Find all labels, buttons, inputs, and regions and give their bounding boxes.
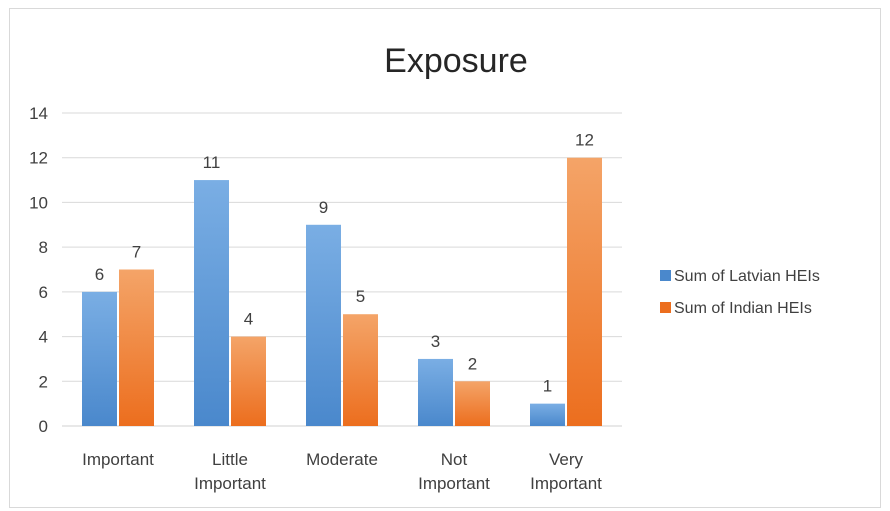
bar-latvian — [306, 224, 341, 426]
data-label: 3 — [431, 332, 440, 351]
legend-swatch — [660, 302, 671, 313]
bar-indian — [567, 157, 602, 426]
y-tick-label: 8 — [39, 238, 48, 257]
gridlines — [62, 112, 622, 427]
legend-label: Sum of Indian HEIs — [674, 300, 812, 317]
legend-label: Sum of Latvian HEIs — [674, 268, 820, 285]
data-label: 4 — [244, 310, 253, 329]
y-tick-label: 4 — [39, 328, 48, 347]
chart-title: Exposure — [384, 42, 528, 80]
y-axis-ticks: 0 2 4 6 8 10 12 14 — [29, 104, 48, 436]
bar-indian — [455, 381, 490, 426]
y-tick-label: 0 — [39, 417, 48, 436]
bar-indian — [231, 336, 266, 426]
data-label: 7 — [132, 243, 141, 262]
data-label: 11 — [203, 153, 221, 172]
legend: Sum of Latvian HEIs Sum of Indian HEIs — [660, 268, 820, 317]
bar-latvian — [82, 291, 117, 426]
data-label: 6 — [95, 265, 104, 284]
bar-latvian — [530, 403, 565, 426]
bar-latvian — [418, 358, 453, 426]
data-label: 9 — [319, 198, 328, 217]
x-tick-label: Little Important — [194, 450, 266, 493]
data-labels: 6 7 11 4 9 5 3 2 1 12 — [95, 131, 594, 396]
data-label: 1 — [543, 377, 552, 396]
data-label: 12 — [575, 131, 594, 150]
data-label: 2 — [468, 354, 477, 373]
legend-swatch — [660, 270, 671, 281]
y-tick-label: 2 — [39, 372, 48, 391]
x-tick-label: Not Important — [418, 450, 490, 493]
bar-indian — [119, 269, 154, 426]
y-tick-label: 12 — [29, 149, 48, 168]
data-label: 5 — [356, 287, 365, 306]
y-tick-label: 14 — [29, 104, 48, 123]
x-tick-label: Moderate — [306, 450, 378, 469]
y-tick-label: 6 — [39, 283, 48, 302]
x-axis-ticks: Important Little Important Moderate Not Impor… — [82, 450, 602, 493]
y-tick-label: 10 — [29, 193, 48, 212]
bar-latvian — [194, 180, 229, 426]
x-tick-label: Important — [82, 450, 154, 469]
bars — [82, 157, 602, 426]
x-tick-label: Very Important — [530, 450, 602, 493]
bar-indian — [343, 314, 378, 426]
